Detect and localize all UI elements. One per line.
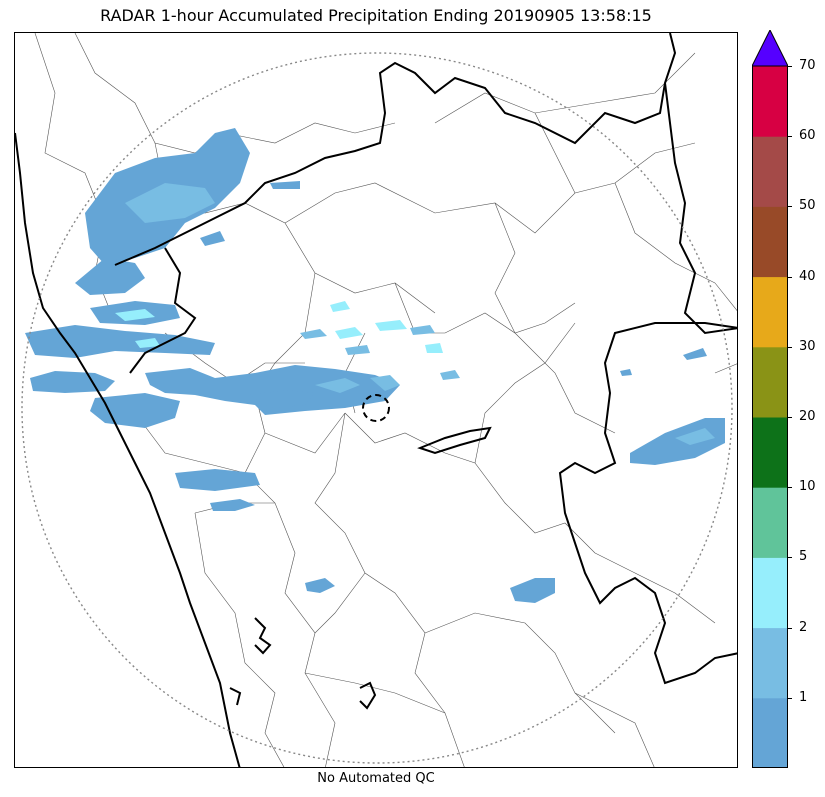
colorbar-bin-4 bbox=[752, 417, 788, 488]
state-boundaries bbox=[15, 33, 737, 767]
colorbar-outline bbox=[752, 65, 788, 768]
colorbar-tick-mark bbox=[788, 697, 792, 699]
colorbar-tick-label: 10 bbox=[799, 479, 816, 495]
radar-site-marker bbox=[362, 394, 390, 422]
colorbar-tick-mark bbox=[788, 417, 792, 418]
colorbar-bin-5 bbox=[752, 346, 788, 418]
colorbar-tick-label: 2 bbox=[799, 619, 808, 635]
colorbar-tick-label: 20 bbox=[799, 409, 816, 424]
colorbar-extend-max-triangle bbox=[752, 30, 788, 67]
colorbar-tick-label: 40 bbox=[799, 268, 816, 284]
colorbar-tick-labels: 1 2 5 10 20 30 40 50 60 70 bbox=[788, 30, 825, 768]
colorbar-bin-0 bbox=[752, 697, 788, 768]
colorbar-bin-9 bbox=[752, 66, 788, 137]
colorbar-tick-label: 30 bbox=[799, 338, 816, 354]
colorbar-tick-mark bbox=[788, 346, 792, 348]
qc-note: No Automated QC bbox=[317, 771, 435, 786]
colorbar-bin-8 bbox=[752, 136, 788, 207]
map-canvas bbox=[15, 33, 737, 767]
colorbar-bin-1 bbox=[752, 627, 788, 699]
colorbar-bin-3 bbox=[752, 487, 788, 558]
colorbar-tick-mark bbox=[788, 206, 792, 208]
map-title: RADAR 1-hour Accumulated Precipitation E… bbox=[100, 6, 652, 25]
radar-map bbox=[14, 32, 738, 768]
colorbar-bin-6 bbox=[752, 276, 788, 348]
colorbar-bin-2 bbox=[752, 557, 788, 629]
precip-colorbar bbox=[752, 30, 788, 768]
colorbar-tick-mark bbox=[788, 627, 792, 629]
precipitation-areas bbox=[25, 128, 725, 603]
colorbar-tick-mark bbox=[788, 487, 792, 489]
colorbar-tick-label: 1 bbox=[799, 689, 808, 705]
colorbar-tick-mark bbox=[788, 276, 792, 278]
colorbar-tick-label: 60 bbox=[799, 128, 816, 144]
colorbar-tick-mark bbox=[788, 557, 792, 559]
colorbar-tick-mark bbox=[788, 136, 792, 138]
radar-range-ring bbox=[21, 52, 733, 764]
colorbar-tick-mark bbox=[788, 66, 792, 67]
colorbar-bin-7 bbox=[752, 206, 788, 278]
district-boundaries bbox=[34, 33, 737, 767]
colorbar-tick-label: 5 bbox=[799, 549, 808, 565]
colorbar-tick-label: 70 bbox=[799, 58, 816, 73]
colorbar-tick-label: 50 bbox=[799, 198, 816, 214]
